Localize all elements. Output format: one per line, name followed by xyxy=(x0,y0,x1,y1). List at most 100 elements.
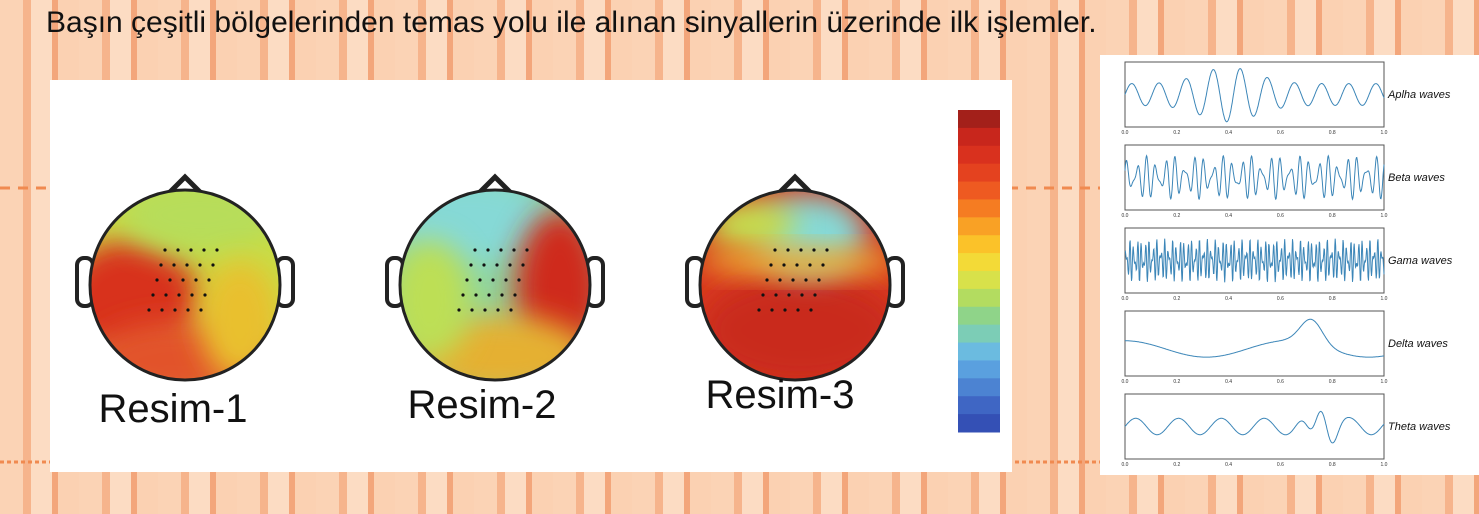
electrode xyxy=(173,308,177,312)
electrode xyxy=(791,278,795,282)
nose xyxy=(168,173,202,194)
electrode xyxy=(486,248,490,252)
map-blob xyxy=(700,248,890,276)
wave-tick-label: 0.6 xyxy=(1277,296,1284,302)
electrode xyxy=(525,248,529,252)
electrode xyxy=(202,248,206,252)
wave-tick-label: 0.8 xyxy=(1329,130,1336,136)
colorbar-segment xyxy=(958,163,1000,183)
map-label: Resim-1 xyxy=(99,387,248,431)
electrode xyxy=(778,278,782,282)
wave-tick-label: 0.0 xyxy=(1122,462,1129,468)
wave-frame xyxy=(1124,393,1385,460)
wave-tick-label: 1.0 xyxy=(1381,213,1388,219)
wave-line xyxy=(1124,410,1385,444)
head-outline xyxy=(698,188,892,382)
wave-line xyxy=(1124,68,1385,123)
electrode xyxy=(491,278,495,282)
electrode xyxy=(474,293,478,297)
colorbar-segment xyxy=(958,127,1000,147)
waves: Aplha waves 0.0 0.2 0.4 0.6 0.8 1.0 Beta waves 0… xyxy=(1122,61,1453,468)
electrode xyxy=(783,308,787,312)
nose xyxy=(778,173,812,194)
wave-tick-label: 1.0 xyxy=(1381,462,1388,468)
wave-label: Aplha waves xyxy=(1387,89,1451,101)
electrode xyxy=(461,293,465,297)
electrode xyxy=(773,248,777,252)
map-label: Resim-3 xyxy=(706,373,855,417)
electrode xyxy=(761,293,765,297)
head-outline xyxy=(88,188,282,382)
wave-tick-label: 1.0 xyxy=(1381,379,1388,385)
wave-tick-label: 0.0 xyxy=(1122,296,1129,302)
electrode xyxy=(504,278,508,282)
map-fill xyxy=(700,190,890,380)
colorbar-segment xyxy=(958,306,1000,326)
electrode xyxy=(215,248,219,252)
electrode xyxy=(765,278,769,282)
electrode xyxy=(508,263,512,267)
electrode xyxy=(151,293,155,297)
wave-tick-label: 0.6 xyxy=(1277,213,1284,219)
head-maps: Resim-1 Resim-2 Resim-3 xyxy=(75,173,905,431)
colorbar-segment xyxy=(958,414,1000,433)
electrode xyxy=(782,263,786,267)
colorbar-segment xyxy=(958,342,1000,361)
electrode xyxy=(821,263,825,267)
electrode xyxy=(496,308,500,312)
electrode xyxy=(181,278,185,282)
colorbar-segment xyxy=(958,235,1000,254)
wave-line xyxy=(1125,318,1385,358)
electrode xyxy=(163,248,167,252)
title: Başın çeşitli bölgelerinden temas yolu i… xyxy=(46,6,1097,39)
electrode xyxy=(203,293,207,297)
electrode xyxy=(809,308,813,312)
colorbar-segment xyxy=(958,324,1000,344)
colorbar-segment xyxy=(958,181,1000,200)
electrode xyxy=(190,293,194,297)
electrode xyxy=(517,278,521,282)
electrode xyxy=(168,278,172,282)
wave-tick-label: 0.4 xyxy=(1225,462,1232,468)
electrode xyxy=(172,263,176,267)
colorbar-segment xyxy=(958,253,1000,272)
electrode xyxy=(207,278,211,282)
wave-tick-label: 0.0 xyxy=(1122,379,1129,385)
electrode xyxy=(478,278,482,282)
wave-frame xyxy=(1124,61,1385,128)
electrode xyxy=(176,248,180,252)
wave-tick-label: 0.8 xyxy=(1329,213,1336,219)
wave-label: Gama waves xyxy=(1388,255,1453,267)
electrode xyxy=(482,263,486,267)
electrode xyxy=(198,263,202,267)
electrode xyxy=(147,308,151,312)
electrode xyxy=(164,293,168,297)
wave-label: Beta waves xyxy=(1388,172,1445,184)
electrode xyxy=(469,263,473,267)
head-map: Resim-3 xyxy=(685,173,905,417)
electrode xyxy=(500,293,504,297)
colorbar-segment xyxy=(958,396,1000,415)
electrode xyxy=(160,308,164,312)
electrode xyxy=(513,293,517,297)
electrode xyxy=(786,248,790,252)
electrode xyxy=(499,248,503,252)
electrode xyxy=(473,248,477,252)
electrode xyxy=(521,263,525,267)
wave-tick-label: 0.0 xyxy=(1122,130,1129,136)
wave-tick-label: 0.4 xyxy=(1225,296,1232,302)
electrode xyxy=(512,248,516,252)
electrode xyxy=(155,278,159,282)
wave-tick-label: 0.2 xyxy=(1173,379,1180,385)
electrode xyxy=(159,263,163,267)
map-label: Resim-2 xyxy=(408,383,557,427)
nose xyxy=(478,173,512,194)
wave-tick-label: 1.0 xyxy=(1381,296,1388,302)
wave-tick-label: 0.6 xyxy=(1277,462,1284,468)
colorbar xyxy=(958,110,1000,433)
colorbar-segment xyxy=(958,378,1000,397)
electrode xyxy=(795,263,799,267)
electrode xyxy=(495,263,499,267)
